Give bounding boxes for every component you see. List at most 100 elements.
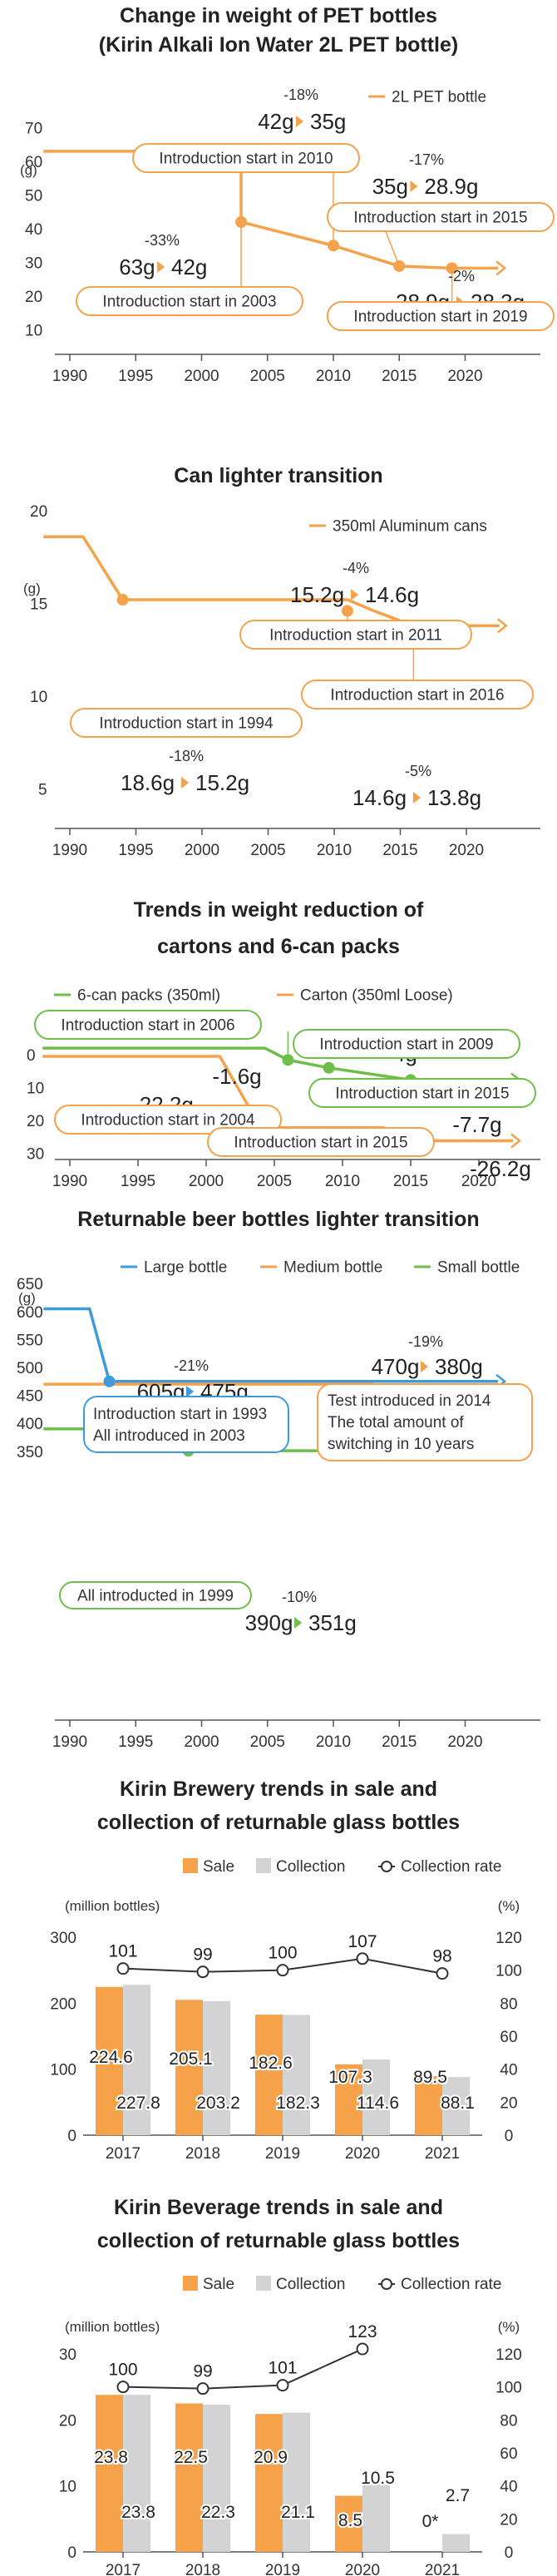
brewery-bar-sale-label: 89.5: [413, 2068, 447, 2087]
beverage-rate-marker: [116, 2381, 130, 2394]
pet-data-marker: [446, 262, 458, 274]
returnable-note-small-text: All introducted in 1999: [77, 1588, 234, 1605]
can-intro-1994: Introduction start in 1994: [70, 708, 303, 738]
returnable-change-medium-to-value: 380g: [435, 1354, 483, 1379]
carton-x-tick-label: 2010: [325, 1173, 360, 1190]
brewery-bar-collection: [123, 1985, 150, 2135]
can-change-2016-from-value: 14.6g: [352, 785, 407, 810]
beverage-rate-line: [122, 2348, 363, 2390]
returnable-x-tick-label: 2005: [250, 1733, 285, 1751]
can-change-1994: -18% 18.6g 15.2g: [121, 748, 249, 795]
returnable-change-small-arrow-icon: [294, 1617, 303, 1629]
brewery-legend-sale-swatch: [183, 1858, 198, 1873]
returnable-x-tick-label: 2020: [447, 1733, 482, 1751]
can-legend-label: 350ml Aluminum cans: [333, 518, 487, 536]
brewery-chart-title: Kirin Brewery trends in sale and: [120, 1777, 437, 1801]
pet-intro-2019-text: Introduction start in 2019: [353, 309, 527, 326]
beverage-bar-sale-label: 20.9: [254, 2448, 288, 2467]
beverage-rate-label: 99: [193, 2362, 212, 2381]
beverage-y-tick-label: 30: [59, 2346, 76, 2364]
pet-chart-title: Change in weight of PET bottles: [120, 4, 437, 27]
beverage-bar-collection: [203, 2405, 230, 2552]
carton-intro-2015: Introduction start in 2015: [308, 1078, 536, 1108]
can-change-2016-arrow-icon: [413, 792, 421, 803]
carton-change-value: -26.2g: [470, 1156, 531, 1181]
carton-intro-2006-frame: [34, 1010, 262, 1040]
brewery-y-tick-label: 0: [67, 2128, 76, 2145]
pet-x-tick-label: 2020: [447, 368, 482, 385]
carton-x-tick-label: 2005: [257, 1173, 292, 1190]
carton-series-carton-line-arrow-icon: [510, 1133, 522, 1149]
brewery-y2-tick-label: 40: [500, 2062, 517, 2079]
can-change-2016-to-value: 13.8g: [427, 785, 481, 810]
carton-intro-2009: Introduction start in 2009: [293, 1029, 520, 1059]
beverage-bar-sale-label: 8.5: [338, 2511, 362, 2530]
beverage-bar-collection-label: 2.7: [446, 2486, 470, 2505]
pet-change-2015-to-value: 28.9g: [424, 174, 478, 199]
pet-intro-2010: Introduction start in 2010: [132, 143, 360, 173]
beverage-bar-collection-label: 23.8: [121, 2503, 155, 2522]
can-change-1994-arrow-icon: [181, 777, 190, 789]
beverage-bar-sale: [96, 2395, 123, 2552]
beverage-y2-tick-label: 40: [500, 2479, 517, 2496]
returnable-y-tick-label: 650: [17, 1276, 43, 1293]
carton-intro-2009-text: Introduction start in 2009: [319, 1036, 493, 1054]
returnable-change-medium-from-value: 470g: [372, 1354, 420, 1379]
can-change-1994-from-value: 18.6g: [121, 770, 175, 795]
carton-x-tick-label: 2020: [461, 1173, 496, 1190]
can-x-tick-label: 2015: [382, 842, 417, 859]
carton-6can-marker: [323, 1061, 335, 1074]
beverage-bar-collection: [362, 2482, 390, 2552]
brewery-bar-sale-label: 182.6: [249, 2054, 293, 2073]
can-intro-2016-frame: [301, 680, 534, 710]
carton-intro-2015-carton-frame: [207, 1127, 435, 1157]
carton-y-tick-label: 10: [27, 1080, 44, 1098]
pet-data-marker: [235, 215, 248, 228]
beverage-bar-sale-label: 22.5: [174, 2448, 208, 2467]
carton-chart: Trends in weight reduction of cartons and…: [27, 898, 540, 1190]
returnable-y-tick-label: 550: [17, 1332, 43, 1349]
can-x-tick-label: 1990: [52, 842, 87, 859]
returnable-y-tick-label: 350: [17, 1444, 43, 1461]
beverage-bar-sale: [335, 2495, 362, 2552]
brewery-bar-collection-label: 88.1: [441, 2094, 475, 2113]
returnable-y-tick-label: 500: [17, 1360, 43, 1377]
carton-y-tick-label: 30: [27, 1146, 44, 1164]
brewery-rate-marker: [196, 1965, 209, 1979]
pet-intro-2019-frame: [327, 301, 555, 331]
carton-change-value: -7.7g: [452, 1112, 501, 1137]
beverage-legend-sale-label: Sale: [203, 2276, 234, 2293]
returnable-change-small-percent: -10%: [282, 1589, 317, 1605]
brewery-bar-collection-label: 203.2: [196, 2094, 240, 2113]
brewery-y-tick-label: 200: [50, 1995, 76, 2013]
returnable-note-medium-frame: [317, 1383, 533, 1461]
carton-intro-2004-text: Introduction start in 2004: [81, 1112, 255, 1130]
brewery-rate-marker: [356, 1952, 369, 1965]
returnable-chart: Returnable beer bottles lighter transiti…: [17, 1208, 540, 1751]
brewery-rate-label: 98: [432, 1947, 451, 1966]
pet-change-2003-percent: -33%: [145, 232, 180, 249]
can-change-2011-arrow-icon: [351, 589, 359, 601]
beverage-rate-marker: [196, 2382, 209, 2396]
beverage-y2-tick-label: 20: [500, 2511, 517, 2529]
carton-intro-2015-frame: [308, 1078, 536, 1108]
carton-intro-2006: Introduction start in 2006: [34, 1010, 262, 1040]
brewery-rate-label: 101: [108, 1942, 137, 1961]
pet-change-2019-percent: -2%: [448, 268, 475, 284]
returnable-change-small: -10% 390g 351g: [245, 1589, 357, 1635]
beverage-legend-sale-swatch: [183, 2276, 198, 2291]
returnable-legend-large-label: Large bottle: [144, 1259, 227, 1277]
pet-change-2010: -18% 42g 35g: [258, 87, 346, 134]
can-change-2011-to-value: 14.6g: [365, 582, 419, 607]
beverage-legend-collection-swatch: [256, 2276, 271, 2291]
can-change-2016-percent: -5%: [405, 763, 431, 779]
brewery-rate-label: 100: [268, 1944, 297, 1963]
pet-y-tick-label: 70: [25, 121, 42, 138]
pet-change-2010-percent: -18%: [283, 87, 318, 103]
carton-intro-2015-carton-text: Introduction start in 2015: [234, 1135, 407, 1152]
carton-legend-carton-label: Carton (350ml Loose): [300, 987, 453, 1005]
returnable-note-small: All introducted in 1999: [59, 1581, 252, 1609]
returnable-chart-title: Returnable beer bottles lighter transiti…: [77, 1208, 479, 1231]
carton-chart-title: Trends in weight reduction of: [134, 898, 424, 922]
pet-x-tick-label: 2010: [316, 368, 351, 385]
